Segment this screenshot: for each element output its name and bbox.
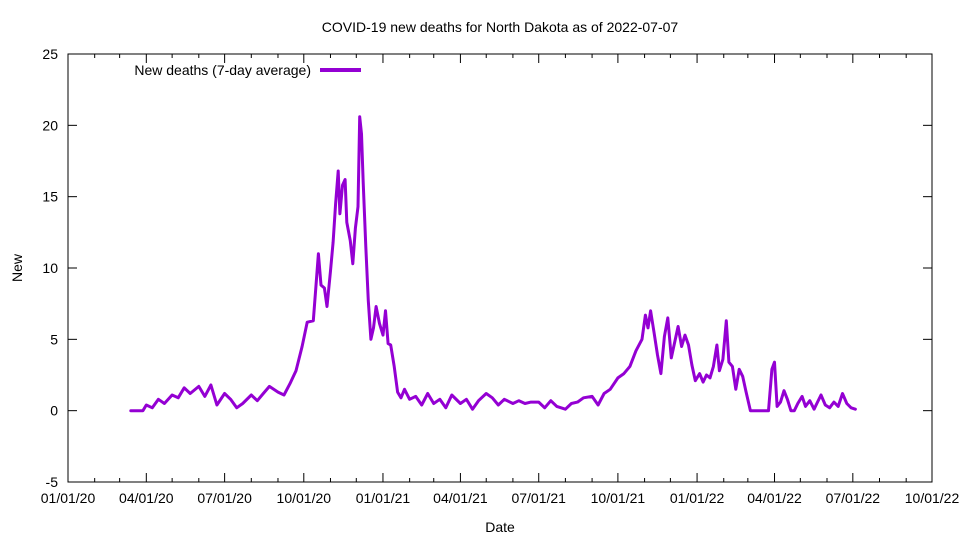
data-series: [129, 115, 857, 413]
x-tick-label: 07/01/20: [197, 490, 252, 506]
x-axis-label: Date: [485, 519, 515, 535]
y-tick-label: 10: [42, 260, 58, 276]
y-tick-label: 5: [50, 331, 58, 347]
legend-label: New deaths (7-day average): [134, 62, 311, 78]
y-tick-label: 20: [42, 117, 58, 133]
x-tick-label: 10/01/20: [277, 490, 332, 506]
x-tick-label: 10/01/22: [905, 490, 960, 506]
x-tick-label: 01/01/20: [41, 490, 96, 506]
axis-tick-labels: -5 0 5 10 15 20 25 01/01/20 04/01/20 07/01/20 10/0…: [41, 46, 960, 506]
y-tick-label: 0: [50, 403, 58, 419]
y-tick-label: 15: [42, 189, 58, 205]
y-axis-label: New: [9, 253, 25, 282]
plot-frame: [67, 53, 933, 483]
y-tick-label: -5: [46, 474, 59, 490]
x-tick-label: 04/01/22: [747, 490, 802, 506]
series-line-0: [129, 115, 857, 413]
chart-title: COVID-19 new deaths for North Dakota as …: [322, 19, 679, 35]
x-tick-label: 04/01/21: [433, 490, 488, 506]
x-tick-label: 07/01/21: [511, 490, 566, 506]
x-tick-label: 10/01/21: [591, 490, 646, 506]
x-tick-label: 01/01/21: [356, 490, 411, 506]
legend: New deaths (7-day average): [134, 62, 361, 78]
x-tick-label: 01/01/22: [670, 490, 725, 506]
y-tick-label: 25: [42, 46, 58, 62]
x-tick-label: 07/01/22: [826, 490, 881, 506]
x-tick-label: 04/01/20: [119, 490, 174, 506]
